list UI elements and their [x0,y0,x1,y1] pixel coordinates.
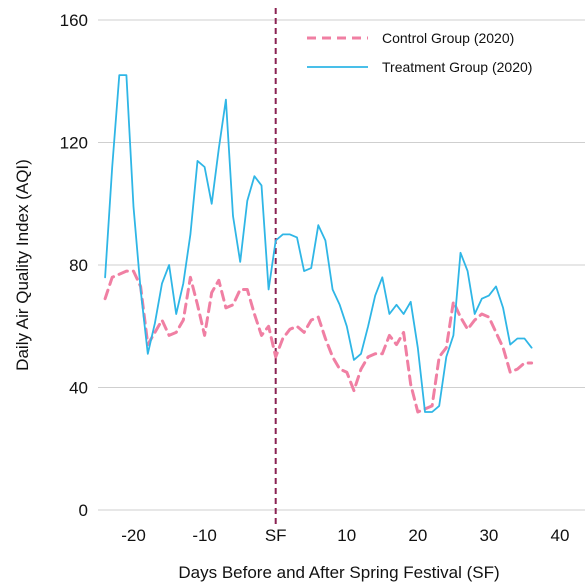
gridlines [98,19,585,511]
x-tick-label: -20 [121,526,146,545]
x-tick-label: SF [265,526,287,545]
x-tick-label: 10 [337,526,356,545]
y-tick-label: 160 [60,11,88,30]
x-tick-label: -10 [192,526,217,545]
series-line-treatment [104,74,533,413]
y-axis-label: Daily Air Quality Index (AQI) [13,159,32,371]
x-tick-label: 40 [551,526,570,545]
series-layer [103,74,534,414]
tick-labels: 0 40 80 120 160 -20 -10 SF 10 20 30 40 [60,11,570,545]
x-tick-label: 20 [408,526,427,545]
legend-label-treatment: Treatment Group (2020) [382,59,532,75]
y-tick-label: 80 [69,256,88,275]
y-tick-label: 40 [69,379,88,398]
legend: Control Group (2020) Treatment Group (20… [307,30,532,75]
x-tick-label: 30 [479,526,498,545]
x-axis-label: Days Before and After Spring Festival (S… [178,563,499,582]
legend-label-control: Control Group (2020) [382,30,514,46]
series-line-control [103,269,534,414]
y-tick-label: 120 [60,134,88,153]
y-tick-label: 0 [79,501,88,520]
